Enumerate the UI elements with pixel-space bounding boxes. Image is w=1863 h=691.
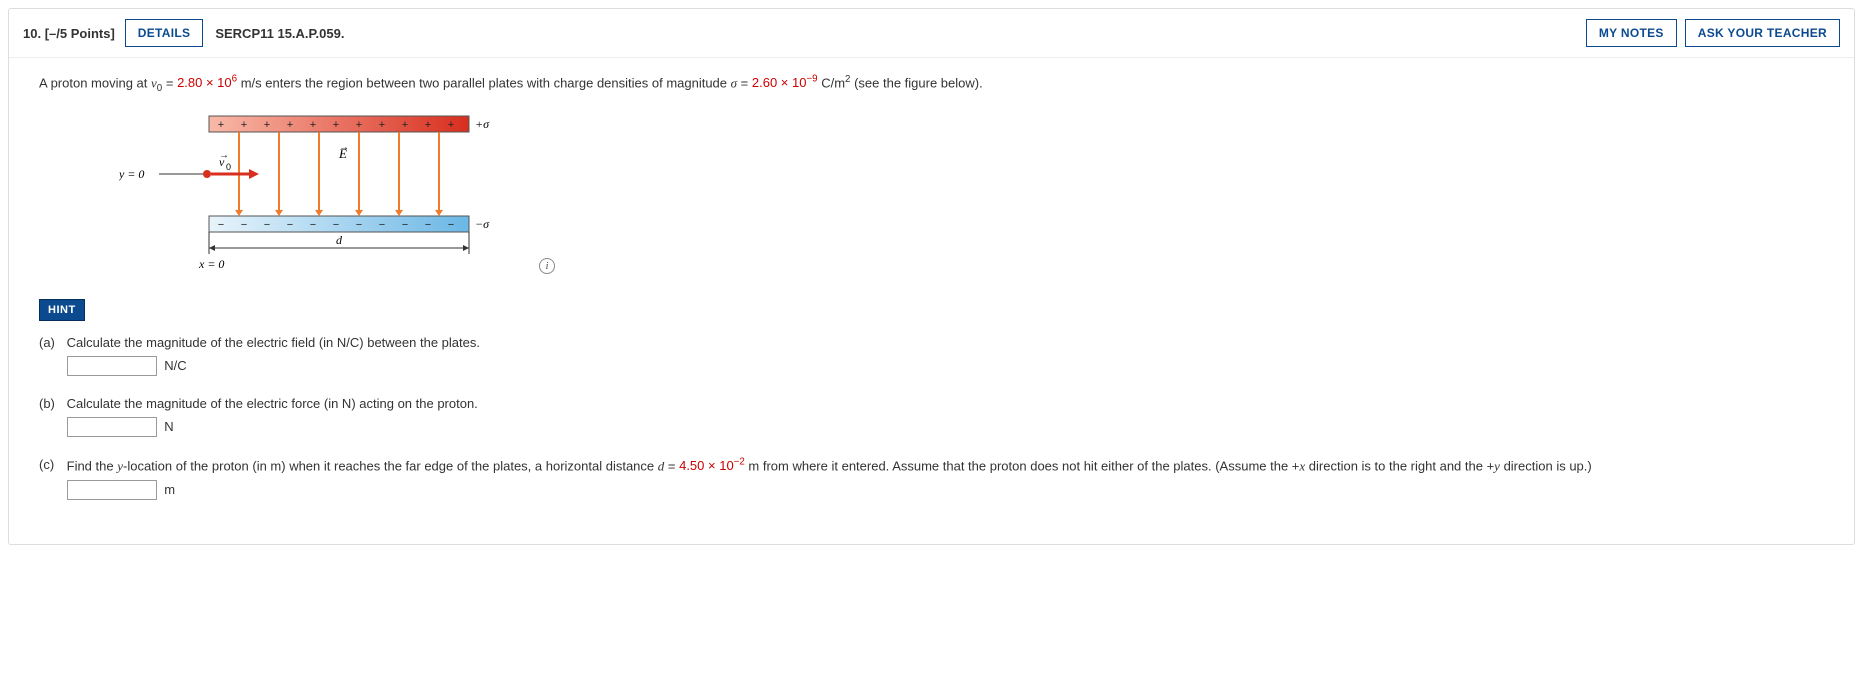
svg-text:+σ: +σ [475, 117, 490, 131]
unit-label: m [164, 482, 175, 497]
unit-label: N/C [164, 358, 186, 373]
svg-text:+: + [310, 119, 316, 131]
svg-text:−: − [356, 219, 362, 231]
prompt-text: A proton moving at v0 = 2.80 × 106 m/s e… [39, 74, 1824, 94]
question-source: SERCP11 15.A.P.059. [215, 26, 344, 41]
ask-teacher-button[interactable]: ASK YOUR TEACHER [1685, 19, 1840, 47]
svg-text:+: + [402, 119, 408, 131]
svg-text:→: → [219, 150, 229, 161]
svg-text:x = 0: x = 0 [198, 257, 224, 271]
part-text: Find the y-location of the proton (in m)… [67, 458, 1592, 473]
svg-text:−: − [402, 219, 408, 231]
part-a: (a) Calculate the magnitude of the elect… [39, 335, 1824, 376]
part-label: (b) [39, 396, 63, 411]
svg-text:−: − [218, 219, 224, 231]
question-card: 10. [–/5 Points] DETAILS SERCP11 15.A.P.… [8, 8, 1855, 545]
svg-text:−: − [264, 219, 270, 231]
svg-text:y = 0: y = 0 [119, 167, 144, 181]
unit-label: N [164, 419, 173, 434]
svg-text:→: → [339, 142, 349, 153]
svg-text:+: + [218, 119, 224, 131]
question-number: 10. [–/5 Points] [23, 26, 115, 41]
part-c: (c) Find the y-location of the proton (i… [39, 457, 1824, 500]
part-text: Calculate the magnitude of the electric … [67, 396, 478, 411]
figure-svg: y = 0+−+−+−+−+−+−+−+−+−+−+−+σ−σE→v0→dx =… [119, 108, 519, 278]
details-button[interactable]: DETAILS [125, 19, 204, 47]
info-icon[interactable]: i [539, 258, 555, 274]
svg-text:+: + [333, 119, 339, 131]
svg-text:d: d [336, 233, 343, 247]
svg-text:−: − [448, 219, 454, 231]
part-text: Calculate the magnitude of the electric … [67, 335, 480, 350]
svg-text:−σ: −σ [475, 217, 490, 231]
svg-text:−: − [241, 219, 247, 231]
svg-text:0: 0 [226, 162, 231, 172]
question-header: 10. [–/5 Points] DETAILS SERCP11 15.A.P.… [9, 9, 1854, 58]
svg-text:−: − [310, 219, 316, 231]
part-label: (a) [39, 335, 63, 350]
answer-input-a[interactable] [67, 356, 157, 376]
svg-text:−: − [333, 219, 339, 231]
svg-text:+: + [241, 119, 247, 131]
figure-container: y = 0+−+−+−+−+−+−+−+−+−+−+−+σ−σE→v0→dx =… [119, 108, 1824, 281]
hint-button[interactable]: HINT [39, 299, 85, 321]
question-body: A proton moving at v0 = 2.80 × 106 m/s e… [9, 58, 1854, 544]
part-b: (b) Calculate the magnitude of the elect… [39, 396, 1824, 437]
answer-input-c[interactable] [67, 480, 157, 500]
svg-text:−: − [379, 219, 385, 231]
svg-text:+: + [287, 119, 293, 131]
my-notes-button[interactable]: MY NOTES [1586, 19, 1677, 47]
svg-text:−: − [287, 219, 293, 231]
svg-text:+: + [264, 119, 270, 131]
svg-text:+: + [425, 119, 431, 131]
part-label: (c) [39, 457, 63, 472]
answer-input-b[interactable] [67, 417, 157, 437]
svg-text:+: + [356, 119, 362, 131]
svg-text:+: + [379, 119, 385, 131]
svg-text:−: − [425, 219, 431, 231]
svg-text:+: + [448, 119, 454, 131]
